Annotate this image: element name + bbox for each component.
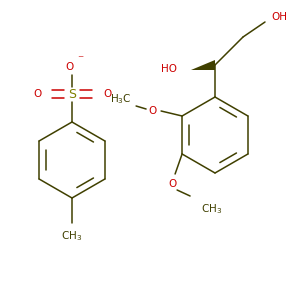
Text: O: O	[168, 179, 176, 189]
Text: O: O	[148, 106, 156, 116]
Text: O: O	[103, 89, 111, 99]
Polygon shape	[191, 60, 215, 70]
Text: ⁻: ⁻	[77, 53, 83, 67]
Text: H$_3$C: H$_3$C	[110, 92, 132, 106]
Text: S: S	[68, 88, 76, 100]
Text: O: O	[33, 89, 41, 99]
Text: HO: HO	[161, 64, 177, 74]
Text: CH$_3$: CH$_3$	[202, 202, 223, 216]
Text: O: O	[66, 62, 74, 72]
Text: OH: OH	[271, 12, 287, 22]
Text: CH$_3$: CH$_3$	[61, 229, 82, 243]
